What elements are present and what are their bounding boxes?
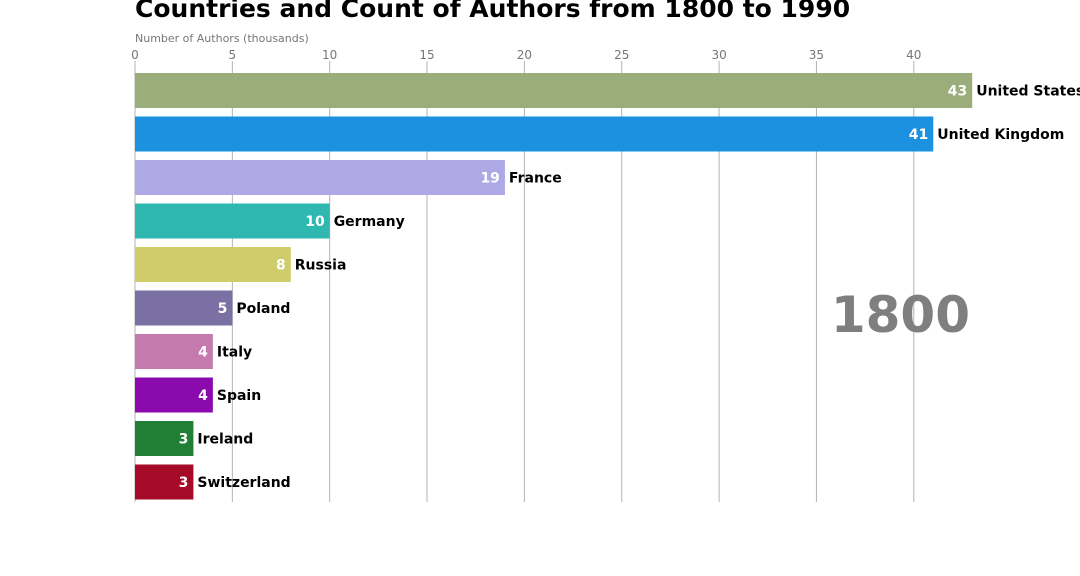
bar-value-label: 4 xyxy=(198,388,208,404)
bar xyxy=(135,203,330,239)
bar-value-label: 8 xyxy=(276,258,286,274)
bar-category-label: United Kingdom xyxy=(937,127,1064,143)
bar-category-label: Switzerland xyxy=(197,475,290,491)
bar-value-label: 41 xyxy=(909,127,928,143)
x-tick-label: 25 xyxy=(614,48,629,62)
bar-category-label: Italy xyxy=(217,345,252,361)
bar xyxy=(135,464,194,500)
chart-title: Countries and Count of Authors from 1800… xyxy=(135,0,850,23)
bar-category-label: Spain xyxy=(217,388,261,404)
bar-value-label: 10 xyxy=(305,214,325,230)
bar xyxy=(135,421,194,456)
bar-value-label: 5 xyxy=(218,301,228,317)
bar xyxy=(135,334,213,369)
bar xyxy=(135,247,291,282)
bar-category-label: Germany xyxy=(334,214,405,230)
x-axis-label: Number of Authors (thousands) xyxy=(135,32,309,45)
bar-value-label: 19 xyxy=(480,171,499,187)
year-label: 1800 xyxy=(831,286,970,344)
bar-category-label: Russia xyxy=(295,258,347,274)
bar xyxy=(135,116,934,152)
bar-category-label: France xyxy=(509,171,562,187)
bar xyxy=(135,290,233,326)
x-axis-ticks: 0 5 10 15 20 25 30 35 40 xyxy=(131,48,921,62)
x-tick-label: 5 xyxy=(229,48,237,62)
bar xyxy=(135,73,973,108)
x-tick-label: 10 xyxy=(322,48,337,62)
bar-category-label: Poland xyxy=(236,301,290,317)
bar-category-label: Ireland xyxy=(197,432,253,448)
bar-value-label: 3 xyxy=(179,475,189,491)
x-tick-label: 20 xyxy=(517,48,532,62)
bar-value-label: 3 xyxy=(179,432,189,448)
x-tick-label: 30 xyxy=(711,48,726,62)
bar-value-label: 4 xyxy=(198,345,208,361)
x-tick-label: 15 xyxy=(419,48,434,62)
bar-value-label: 43 xyxy=(948,84,967,100)
x-tick-label: 0 xyxy=(131,48,139,62)
bar xyxy=(135,160,505,195)
bar xyxy=(135,377,213,413)
x-tick-label: 40 xyxy=(906,48,921,62)
bar-category-label: United States xyxy=(976,84,1080,100)
x-tick-label: 35 xyxy=(809,48,824,62)
